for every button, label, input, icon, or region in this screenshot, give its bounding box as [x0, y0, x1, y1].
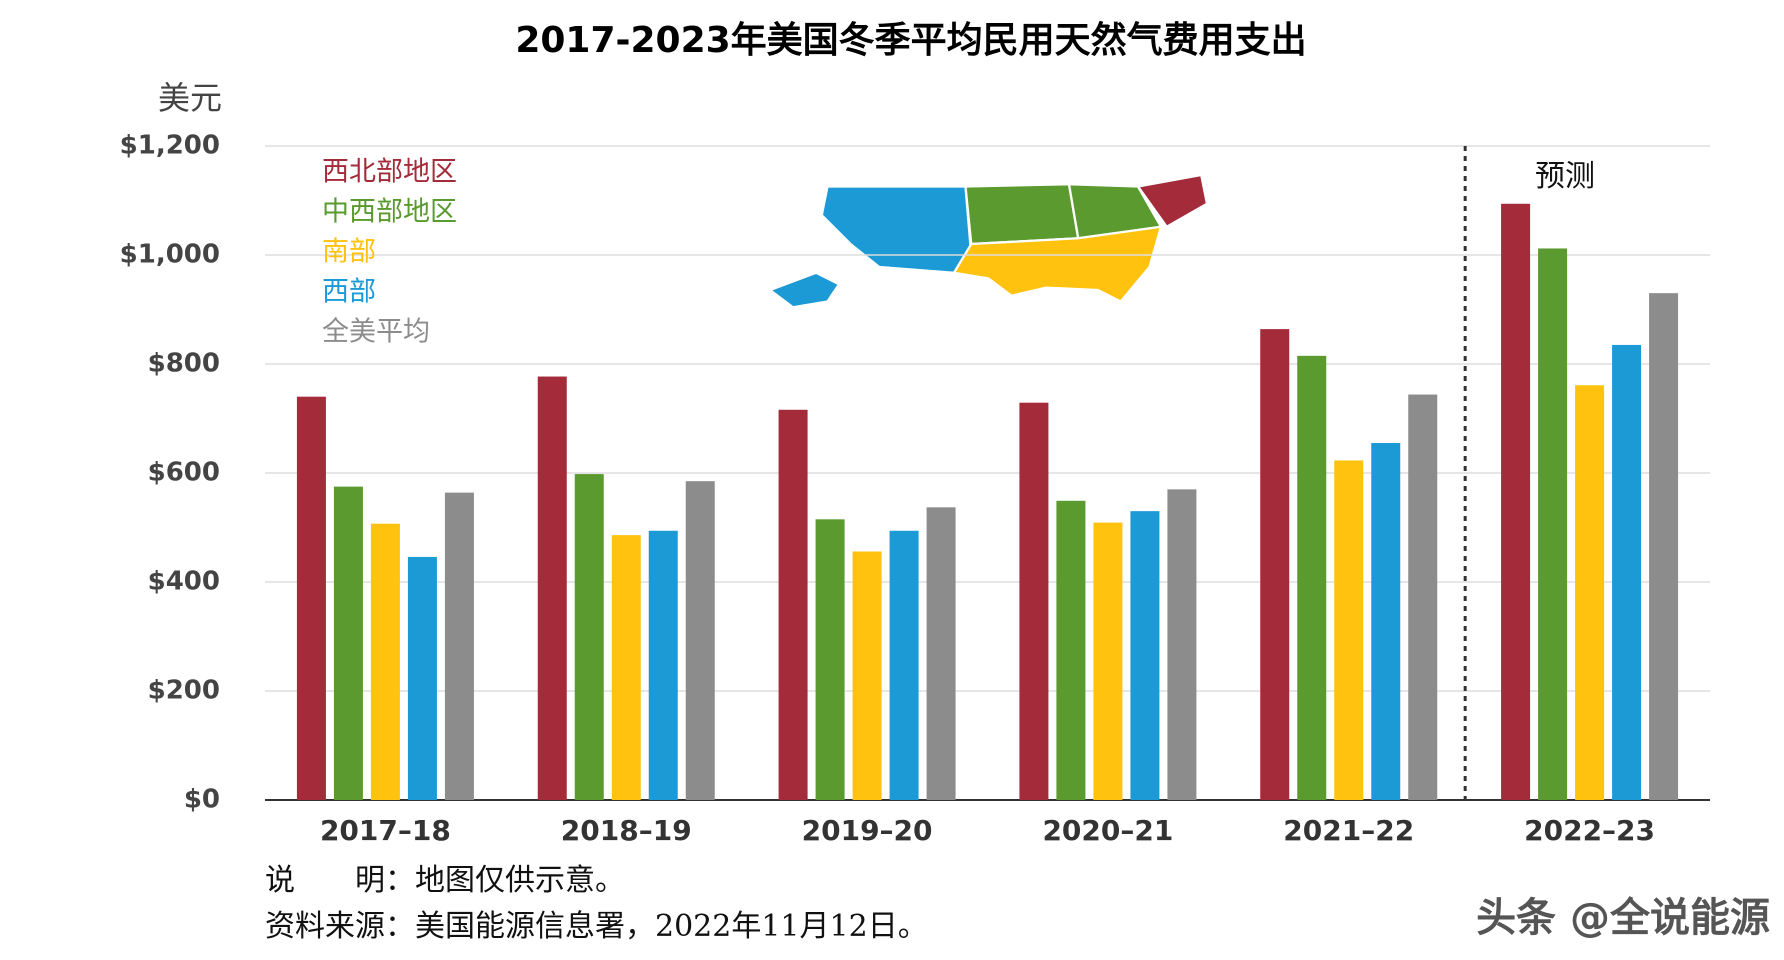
y-tick-label: $800: [148, 349, 220, 379]
x-tick-label: 2021–22: [1283, 814, 1414, 847]
y-tick-label: $0: [184, 785, 220, 815]
x-tick-label: 2022–23: [1524, 814, 1655, 847]
bar: [444, 492, 474, 800]
bar: [296, 396, 326, 800]
x-tick-label: 2017–18: [320, 814, 451, 847]
bar: [1019, 402, 1049, 800]
x-tick-label: 2018–19: [561, 814, 692, 847]
bar: [1130, 511, 1160, 800]
chart-title: 2017-2023年美国冬季平均民用天然气费用支出: [515, 19, 1306, 61]
bar: [574, 474, 604, 800]
y-tick-label: $200: [148, 676, 220, 706]
legend-label: 全美平均: [322, 317, 430, 348]
legend-label: 西部: [322, 277, 376, 308]
bar: [778, 409, 808, 800]
annotation: 预测: [1535, 159, 1595, 194]
bar: [537, 376, 567, 800]
bar: [1538, 248, 1568, 800]
bar: [815, 519, 845, 800]
y-tick-label: $1,000: [120, 240, 220, 270]
note: 说 明：地图仅供示意。: [265, 863, 625, 898]
legend-label: 南部: [322, 237, 376, 268]
bar: [1408, 394, 1438, 800]
y-tick-label: $1,200: [120, 131, 220, 161]
source: 资料来源：美国能源信息署，2022年11月12日。: [265, 909, 928, 944]
bar: [1612, 344, 1642, 800]
bar: [1297, 355, 1327, 800]
legend-label: 西北部地区: [322, 157, 457, 188]
bar: [889, 530, 919, 800]
bar: [370, 523, 400, 800]
bar: [1056, 500, 1086, 800]
bar: [333, 486, 363, 800]
bar: [1371, 443, 1401, 800]
y-tick-label: $600: [148, 458, 220, 488]
watermark: 头条 @全说能源: [1476, 895, 1770, 941]
x-tick-label: 2020–21: [1042, 814, 1173, 847]
bar: [926, 507, 956, 800]
bar: [648, 530, 678, 800]
bar: [1167, 489, 1197, 800]
map: [767, 173, 1209, 309]
bar: [1093, 522, 1123, 800]
bar: [407, 556, 437, 800]
bar: [1501, 203, 1531, 800]
bar: [1260, 329, 1290, 800]
bar: [852, 551, 882, 800]
bar: [1649, 293, 1679, 800]
bar: [611, 535, 641, 800]
bar: [1334, 460, 1364, 800]
y-tick-label: $400: [148, 567, 220, 597]
y-axis-label: 美元: [158, 79, 222, 117]
x-tick-label: 2019–20: [802, 814, 933, 847]
bar: [1575, 385, 1605, 800]
legend-label: 中西部地区: [322, 197, 457, 228]
bar: [685, 481, 715, 800]
